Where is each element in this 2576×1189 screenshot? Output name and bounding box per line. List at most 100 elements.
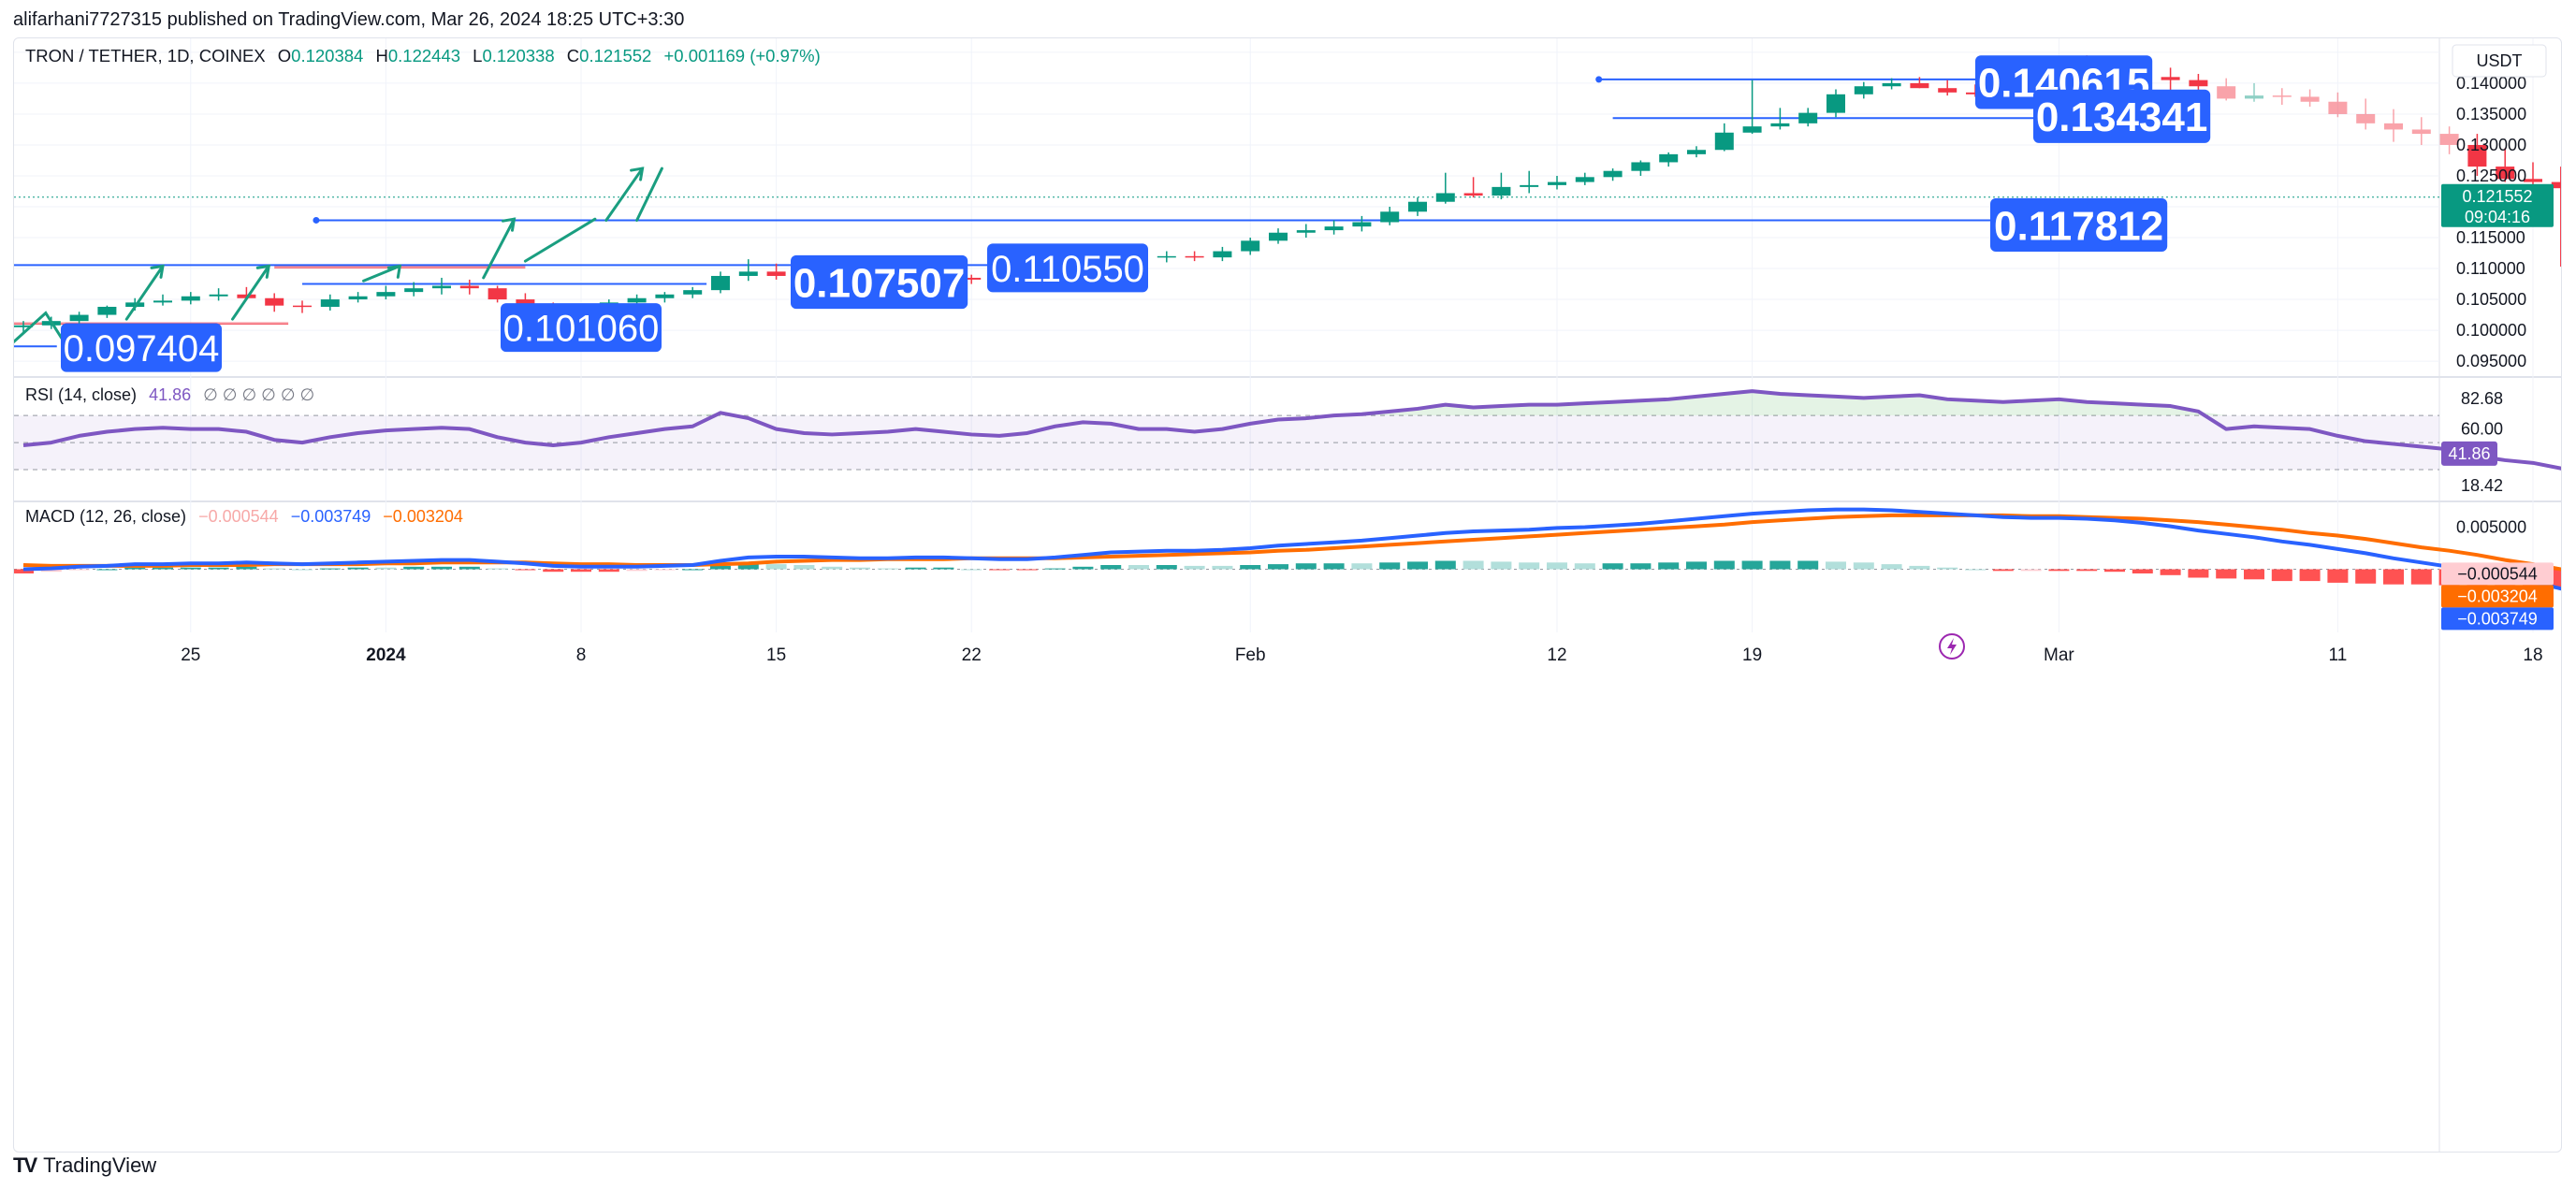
macd-histogram-bar	[793, 565, 815, 570]
level-anchor-dot	[313, 216, 320, 224]
candle	[2217, 78, 2236, 101]
time-tick-label: 22	[962, 645, 982, 665]
candle	[1798, 108, 1818, 127]
macd-histogram-bar	[347, 567, 369, 570]
macd-histogram-bar	[598, 569, 619, 573]
macd-histogram-bar	[1323, 563, 1345, 570]
candle-body	[2161, 77, 2180, 80]
time-tick-label: 12	[1547, 645, 1566, 665]
macd-histogram-bar	[68, 569, 90, 571]
candle-body	[1575, 177, 1594, 182]
price-tick-label: 0.105000	[2456, 290, 2526, 309]
rsi-value: 41.86	[149, 385, 191, 404]
candle-body	[2411, 129, 2431, 135]
legend-h-label: H	[375, 46, 387, 65]
candle	[404, 282, 424, 297]
price-tick-label: 0.140000	[2456, 74, 2526, 93]
macd-histogram-bar	[1016, 569, 1038, 571]
rsi-title: RSI (14, close)	[25, 385, 137, 404]
candle	[348, 292, 368, 303]
candle-body	[1463, 193, 1483, 196]
candle-body	[1213, 251, 1232, 258]
macd-histogram-bar	[1992, 569, 2014, 572]
candle	[1910, 77, 1929, 89]
candle-body	[1492, 186, 1511, 196]
macd-histogram-bar	[458, 566, 480, 570]
candle-body	[181, 296, 200, 301]
macd-signal-value: −0.003204	[383, 507, 463, 526]
macd-histogram-bar	[1184, 565, 1205, 570]
time-tick-label: Feb	[1235, 645, 1266, 665]
macd-histogram-bar	[431, 566, 452, 570]
candle-body	[153, 300, 172, 303]
candle-body	[1603, 170, 1623, 178]
macd-legend: MACD (12, 26, close) −0.000544 −0.003749…	[25, 507, 463, 526]
price-label: 0.107507	[791, 254, 968, 310]
time-tick-label: 18	[2523, 645, 2542, 665]
macd-value-tag	[2441, 607, 2554, 631]
candle	[459, 279, 479, 295]
macd-line	[22, 507, 2561, 591]
candle	[97, 305, 117, 318]
macd-value-tag-text: −0.000544	[2457, 564, 2538, 583]
macd-histogram-bar	[543, 569, 564, 573]
candle	[2384, 109, 2403, 142]
candle-body	[2384, 123, 2403, 130]
candle	[1770, 108, 1790, 130]
candle	[488, 285, 507, 303]
candle	[209, 288, 228, 301]
candle	[2496, 148, 2515, 182]
legend-line: TRON / TETHER, 1D, COINEX O0.120384 H0.1…	[25, 46, 821, 65]
macd-histogram-bar	[1769, 560, 1791, 570]
candle-body	[320, 299, 340, 307]
candle	[376, 285, 396, 300]
drawn-arrow	[231, 264, 270, 321]
macd-histogram-bar	[180, 567, 201, 570]
candle-body	[2189, 80, 2208, 87]
time-tick-label: Mar	[2044, 645, 2074, 665]
candle-body	[2300, 96, 2320, 102]
candle	[655, 292, 675, 303]
candle	[1213, 246, 1232, 262]
candle-body	[1938, 88, 1957, 93]
price-label-box	[61, 323, 222, 372]
candle	[738, 259, 758, 282]
drawn-arrow	[362, 264, 401, 283]
lightning-icon[interactable]	[1939, 633, 1965, 660]
candle	[1435, 172, 1455, 204]
footer: TV TradingView	[13, 1153, 156, 1178]
macd-histogram-bar	[1379, 562, 1401, 570]
macd-axis-label: 0.005000	[2456, 518, 2526, 537]
chart-svg[interactable]: 0.1450000.1400000.1350000.1300000.125000…	[14, 38, 2561, 1152]
macd-hist-value: −0.000544	[198, 507, 279, 526]
chart-container[interactable]: 0.1450000.1400000.1350000.1300000.125000…	[13, 37, 2562, 1153]
candle-body	[1408, 201, 1427, 212]
candle	[2300, 89, 2320, 108]
legend-c-label: C	[567, 46, 579, 65]
macd-histogram-bar	[905, 567, 926, 570]
rsi-overbought-fill	[23, 391, 2561, 416]
candle	[766, 263, 786, 280]
macd-histogram-bar	[571, 569, 591, 573]
candle-body	[1269, 232, 1288, 241]
candle	[181, 292, 200, 305]
axes-layer: 0.1450000.1400000.1350000.1300000.125000…	[181, 43, 2554, 665]
macd-histogram-bar	[1797, 560, 1819, 570]
grid-layer	[14, 38, 2561, 1152]
drawn-arrow	[635, 167, 663, 223]
macd-histogram-bar	[1965, 569, 1986, 571]
candle	[2411, 117, 2431, 145]
currency-button[interactable]	[2452, 44, 2547, 78]
rsi-value-tag	[2441, 441, 2497, 466]
candle	[2439, 126, 2459, 154]
macd-histogram-bar	[1044, 568, 1066, 570]
price-label-text: 0.101060	[503, 309, 660, 350]
drawn-arrow-head	[150, 264, 165, 279]
candle	[1603, 168, 1623, 181]
candle	[1854, 81, 1873, 99]
candle	[1631, 160, 1651, 176]
macd-histogram-bar	[1602, 563, 1623, 570]
macd-histogram-bar	[1156, 565, 1177, 570]
rsi-legend: RSI (14, close) 41.86 ∅ ∅ ∅ ∅ ∅ ∅	[25, 385, 314, 404]
macd-value-tag	[2441, 585, 2554, 608]
